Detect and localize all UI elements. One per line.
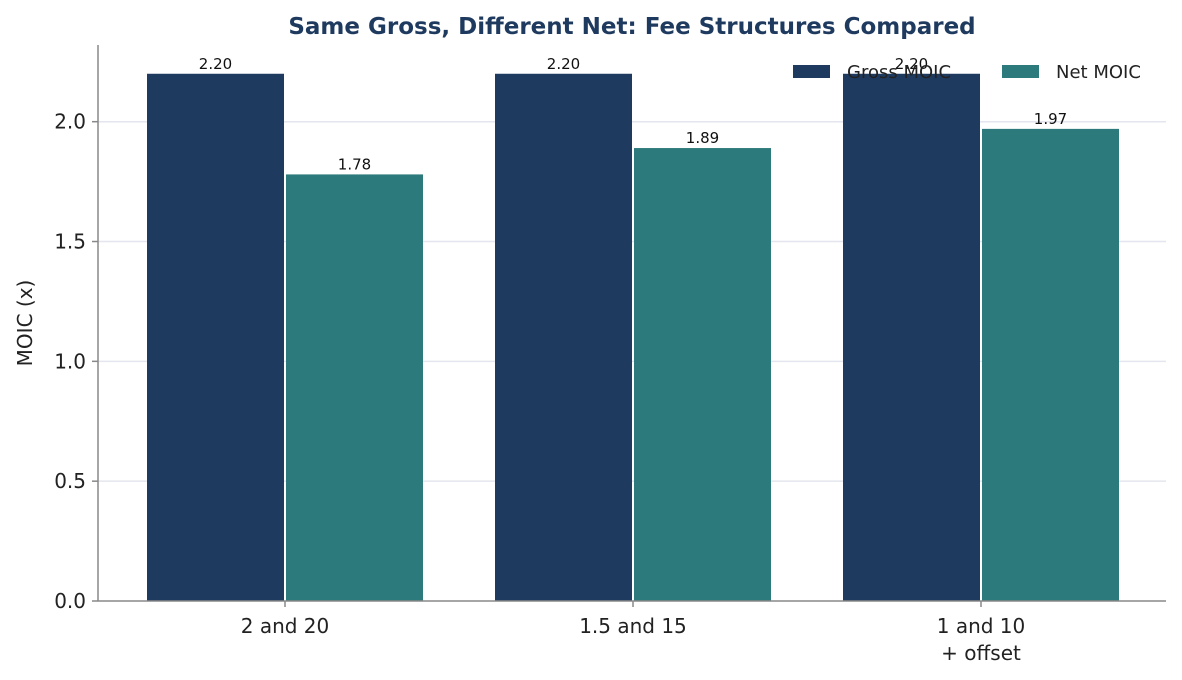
x-tick-label-line: + offset	[941, 641, 1021, 665]
legend-swatch	[1002, 65, 1039, 78]
data-label: 2.20	[895, 55, 928, 73]
y-ticks: 0.0 0.5 1.0 1.5 2.0	[54, 110, 98, 613]
data-labels: 2.20 1.78 2.20 1.89 2.20 1.97	[199, 55, 1067, 174]
bar	[286, 174, 423, 601]
y-tick-label: 1.5	[54, 230, 86, 254]
x-ticks: 2 and 20 1.5 and 15 1 and 10 + offset	[241, 601, 1026, 665]
data-label: 1.78	[338, 155, 371, 173]
legend-label: Net MOIC	[1056, 62, 1141, 83]
y-axis-label: MOIC (x)	[13, 280, 37, 367]
x-tick-label: 2 and 20	[241, 614, 330, 638]
legend-label: Gross MOIC	[847, 62, 951, 83]
y-tick-label: 2.0	[54, 110, 86, 134]
data-label: 2.20	[199, 55, 232, 73]
chart-title: Same Gross, Different Net: Fee Structure…	[288, 14, 975, 40]
bar	[495, 73, 632, 602]
axes	[97, 45, 1166, 602]
bar	[982, 128, 1119, 601]
x-tick-label-line: 2 and 20	[241, 614, 330, 638]
bar	[147, 73, 284, 602]
legend-swatch	[793, 65, 830, 78]
y-tick-label: 0.5	[54, 469, 86, 493]
legend: Gross MOIC Net MOIC	[793, 62, 1141, 83]
x-tick-label: 1.5 and 15	[579, 614, 687, 638]
data-label: 1.97	[1034, 110, 1067, 128]
bars	[147, 73, 1119, 602]
y-tick-label: 1.0	[54, 349, 86, 373]
data-label: 1.89	[686, 129, 719, 147]
x-tick-label: 1 and 10 + offset	[937, 614, 1026, 665]
y-tick-label: 0.0	[54, 589, 86, 613]
x-tick-label-line: 1 and 10	[937, 614, 1026, 638]
data-label: 2.20	[547, 55, 580, 73]
bar	[634, 148, 771, 601]
x-tick-label-line: 1.5 and 15	[579, 614, 687, 638]
bar	[843, 73, 980, 602]
